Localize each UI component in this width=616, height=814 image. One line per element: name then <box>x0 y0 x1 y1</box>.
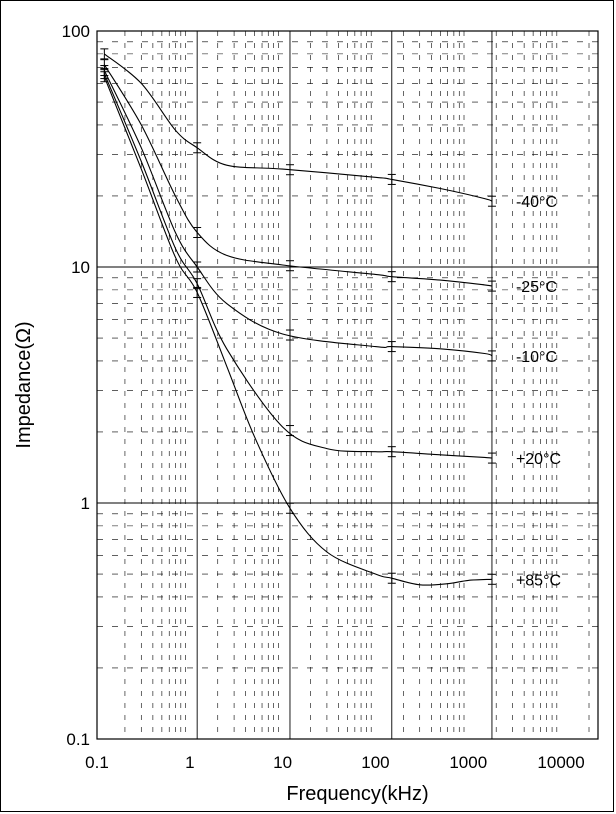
series-line-4 <box>103 76 492 586</box>
series-label: -40°C <box>516 194 557 211</box>
y-axis-title: Impedance(Ω) <box>13 321 35 448</box>
series-line-0 <box>103 53 493 202</box>
y-tick-label: 0.1 <box>66 730 90 749</box>
x-tick-label: 10 <box>273 753 292 772</box>
y-tick-label: 10 <box>71 258 90 277</box>
series-label: -10°C <box>516 349 557 366</box>
x-tick-label: 10000 <box>537 753 584 772</box>
series-line-3 <box>103 73 492 459</box>
curves <box>103 53 493 586</box>
labels: -40°C-25°C-10°C+20°C+85°C0.1 1 10 100 1000 10… <box>62 22 585 772</box>
error-bars <box>100 48 496 585</box>
y-tick-label: 1 <box>81 494 90 513</box>
x-tick-label: 1 <box>185 753 194 772</box>
x-tick-label: 1000 <box>449 753 487 772</box>
plot-area-border <box>96 30 599 740</box>
grid <box>97 31 598 739</box>
x-axis-title: Frequency(kHz) <box>286 783 428 805</box>
series-line-1 <box>103 64 493 287</box>
x-tick-label: 100 <box>361 753 389 772</box>
y-tick-label: 100 <box>62 22 90 41</box>
x-tick-label: 0.1 <box>85 753 109 772</box>
series-label: +85°C <box>516 572 561 589</box>
series-label: +20°C <box>516 451 561 468</box>
series-line-2 <box>103 70 493 357</box>
series-label: -25°C <box>516 279 557 296</box>
